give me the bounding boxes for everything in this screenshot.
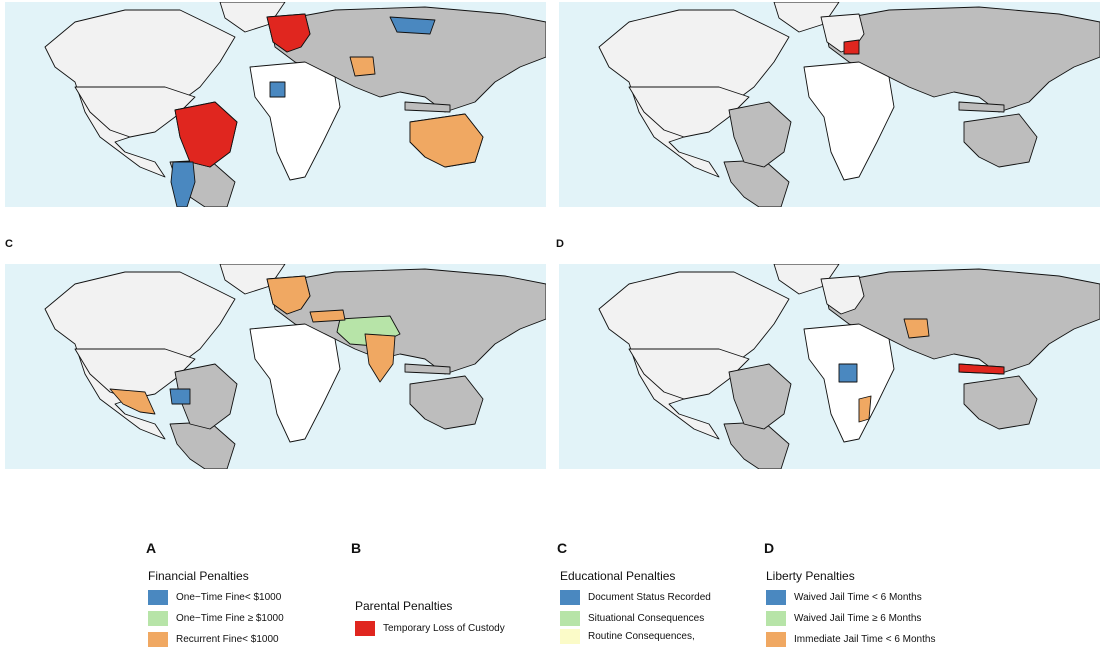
legend-item-a-1: One−Time Fine ≥ $1000 [148, 611, 284, 626]
country-pakistan [903, 318, 930, 339]
country-venezuela [169, 388, 191, 405]
legend-swatch [355, 621, 375, 636]
land-indonesia [958, 101, 1005, 113]
panel-letter-c: C [5, 238, 13, 250]
legend-item-c-0: Document Status Recorded [560, 590, 711, 605]
legend-label: One−Time Fine ≥ $1000 [176, 612, 284, 624]
land-europe [820, 275, 865, 315]
land-brazil [728, 101, 792, 168]
land-usa [74, 86, 196, 138]
legend-swatch [560, 590, 580, 605]
land-greenland [773, 2, 840, 33]
legend-title-educational: Educational Penalties [560, 569, 676, 583]
panel-letter-d: D [556, 238, 564, 250]
land-usa [628, 86, 750, 138]
legend-label: Document Status Recorded [588, 591, 711, 603]
legend-item-c-1: Situational Consequences [560, 611, 704, 626]
legend-label: Immediate Jail Time < 6 Months [794, 633, 936, 645]
legend-label: Situational Consequences [588, 612, 705, 624]
country-central_europe [266, 13, 311, 53]
country-pakistan [349, 56, 376, 77]
legend-label: Recurrent Fine< $1000 [176, 633, 279, 645]
legend-swatch [766, 611, 786, 626]
legend-letter-c: C [557, 540, 568, 556]
legend-title-liberty: Liberty Penalties [766, 569, 855, 583]
land-africa [249, 61, 341, 181]
map-panel-d [559, 264, 1100, 469]
land-australia [409, 375, 484, 430]
land-africa [803, 61, 895, 181]
country-mexico [109, 388, 156, 415]
land-indonesia [404, 363, 451, 375]
map-panel-a [5, 2, 546, 207]
land-indonesia [404, 101, 451, 113]
legend-title-financial: Financial Penalties [148, 569, 249, 583]
country-brazil [174, 101, 238, 168]
legend-title-parental: Parental Penalties [355, 599, 453, 613]
country-indonesia [958, 363, 1005, 375]
legend-item-d-1: Waived Jail Time ≥ 6 Months [766, 611, 921, 626]
legend-label: Waived Jail Time < 6 Months [794, 591, 922, 603]
land-australia [963, 113, 1038, 168]
country-congo [838, 363, 858, 383]
country-balkans [843, 39, 860, 55]
land-southAmerica [723, 159, 790, 207]
legend-label: One−Time Fine< $1000 [176, 591, 282, 603]
legend-letter-a: A [146, 540, 157, 556]
legend-swatch [148, 611, 168, 626]
country-argentina [170, 161, 196, 207]
land-greenland [773, 264, 840, 295]
world-map-a [44, 2, 546, 207]
legend-letter-d: D [764, 540, 775, 556]
map-panel-b [559, 2, 1100, 207]
country-india [364, 333, 396, 383]
country-mongolia [389, 16, 436, 35]
land-usa [74, 348, 196, 400]
world-map-b [598, 2, 1100, 207]
land-southAmerica [723, 421, 790, 469]
legend-swatch [560, 629, 580, 644]
land-australia [963, 375, 1038, 430]
legend-swatch [560, 611, 580, 626]
land-usa [628, 348, 750, 400]
legend-swatch [766, 590, 786, 605]
legend-item-a-0: One−Time Fine< $1000 [148, 590, 281, 605]
legend-item-c-2: Routine Consequences, [560, 629, 695, 644]
country-turkey [309, 309, 346, 323]
country-australia [409, 113, 484, 168]
land-greenland [219, 2, 286, 33]
world-map-c [44, 264, 546, 469]
land-brazil [728, 363, 792, 430]
legend-item-b-0: Temporary Loss of Custody [355, 621, 505, 636]
legend-label: Routine Consequences, [588, 630, 695, 642]
legend-letter-b: B [351, 540, 362, 556]
legend-label: Waived Jail Time ≥ 6 Months [794, 612, 922, 624]
legend-item-d-0: Waived Jail Time < 6 Months [766, 590, 922, 605]
land-africa [803, 323, 895, 443]
land-greenland [219, 264, 286, 295]
country-europe [266, 275, 311, 315]
land-southAmerica [169, 421, 236, 469]
world-map-d [598, 264, 1100, 469]
legend-swatch [148, 590, 168, 605]
legend-label: Temporary Loss of Custody [383, 622, 505, 634]
country-mozambique [858, 395, 872, 423]
map-panel-c [5, 264, 546, 469]
country-nigeria [269, 81, 286, 98]
land-africa [249, 323, 341, 443]
